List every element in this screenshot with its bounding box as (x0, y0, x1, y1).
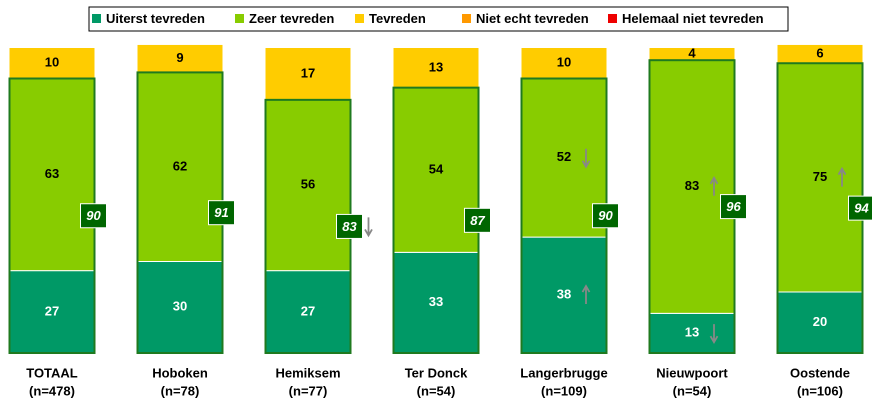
legend-label: Uiterst tevreden (106, 11, 205, 26)
x-tick-label: Nieuwpoort (656, 365, 728, 380)
legend-label: Niet echt tevreden (476, 11, 589, 26)
x-tick-label: Langerbrugge (520, 365, 607, 380)
value-label: 6 (816, 46, 823, 61)
value-label: 56 (301, 177, 315, 192)
arrow-down (581, 148, 591, 169)
value-label: 38 (557, 286, 571, 301)
value-label: 83 (685, 178, 699, 193)
arrow-up (837, 166, 847, 187)
value-label: 27 (45, 303, 59, 318)
total-label: 94 (854, 201, 869, 216)
total-label: 96 (726, 199, 741, 214)
value-label: 62 (173, 158, 187, 173)
x-tick-label: Hemiksem (275, 365, 340, 380)
legend-label: Zeer tevreden (249, 11, 334, 26)
total-box (464, 207, 491, 233)
legend-swatch (92, 14, 101, 23)
value-label: 75 (813, 169, 827, 184)
value-label: 20 (813, 314, 827, 329)
value-label: 17 (301, 65, 315, 80)
total-box (848, 195, 872, 221)
total-box (720, 194, 747, 220)
bar-segment (9, 270, 95, 354)
value-label: 27 (301, 303, 315, 318)
x-tick-sublabel: (n=478) (29, 383, 75, 398)
value-label: 13 (429, 59, 443, 74)
total-box (592, 203, 619, 229)
total-box (336, 213, 363, 239)
value-label: 10 (45, 55, 59, 70)
legend-label: Helemaal niet tevreden (622, 11, 764, 26)
arrow-down (709, 324, 719, 344)
value-label: 52 (557, 149, 571, 164)
total-label: 90 (86, 208, 101, 223)
legend-swatch (608, 14, 617, 23)
bar-segment (393, 48, 479, 88)
value-label: 13 (685, 325, 699, 340)
total-label: 90 (598, 208, 613, 223)
x-tick-sublabel: (n=109) (541, 383, 587, 398)
value-label: 9 (176, 50, 183, 65)
x-tick-sublabel: (n=106) (797, 383, 843, 398)
x-tick-label: TOTAAL (26, 365, 78, 380)
x-tick-sublabel: (n=78) (161, 383, 200, 398)
value-label: 30 (173, 299, 187, 314)
arrow-down (364, 217, 373, 238)
bar-segment (137, 261, 223, 354)
bar-segment (649, 59, 735, 314)
x-tick-label: Oostende (790, 365, 850, 380)
legend-swatch (462, 14, 471, 23)
value-label: 54 (429, 161, 444, 176)
total-label: 87 (470, 213, 485, 228)
value-label: 10 (557, 55, 571, 70)
total-label: 83 (342, 219, 357, 234)
total-box (80, 203, 107, 229)
bar-segment (9, 48, 95, 79)
x-tick-sublabel: (n=77) (289, 383, 328, 398)
value-label: 63 (45, 166, 59, 181)
value-label: 4 (688, 46, 696, 61)
arrow-up (581, 284, 591, 305)
x-tick-sublabel: (n=54) (673, 383, 712, 398)
bar-segment (777, 44, 863, 64)
x-tick-label: Hoboken (152, 365, 208, 380)
legend-swatch (235, 14, 244, 23)
legend-swatch (355, 14, 364, 23)
bar-segment (521, 48, 607, 79)
total-label: 91 (214, 205, 228, 220)
x-tick-sublabel: (n=54) (417, 383, 456, 398)
arrow-up (709, 175, 719, 196)
bar-segment (137, 71, 223, 263)
bar-segment (137, 44, 223, 73)
bar-segment (649, 48, 735, 61)
bar-segment (265, 48, 351, 100)
x-tick-label: Ter Donck (405, 365, 468, 380)
legend-label: Tevreden (369, 11, 426, 26)
bar-segment (265, 270, 351, 354)
total-box (208, 200, 235, 226)
legend-frame (88, 6, 789, 32)
value-label: 33 (429, 294, 443, 309)
